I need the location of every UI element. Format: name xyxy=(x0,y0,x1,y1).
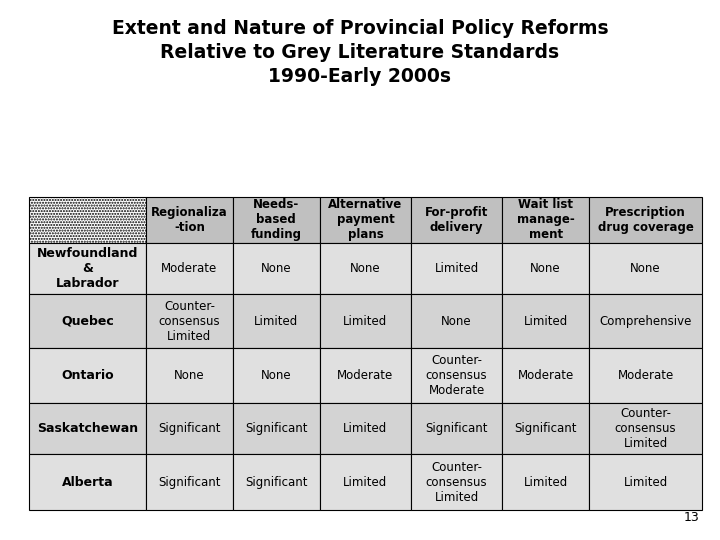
Text: Wait list
manage-
ment: Wait list manage- ment xyxy=(517,199,575,241)
Bar xyxy=(146,454,233,510)
Bar xyxy=(589,197,702,243)
Bar xyxy=(320,294,411,348)
Bar xyxy=(503,243,589,294)
Text: 13: 13 xyxy=(684,511,700,524)
Bar xyxy=(146,348,233,403)
Text: Prescription
drug coverage: Prescription drug coverage xyxy=(598,206,693,234)
Text: None: None xyxy=(531,262,561,275)
Bar xyxy=(29,197,146,243)
Text: Saskatchewan: Saskatchewan xyxy=(37,422,138,435)
Bar xyxy=(589,348,702,403)
Bar xyxy=(29,243,146,294)
Bar xyxy=(411,454,503,510)
Bar xyxy=(320,197,411,243)
Text: Quebec: Quebec xyxy=(61,315,114,328)
Text: Limited: Limited xyxy=(523,315,568,328)
Text: Limited: Limited xyxy=(624,476,667,489)
Bar xyxy=(146,294,233,348)
Bar xyxy=(233,197,320,243)
Text: Counter-
consensus
Moderate: Counter- consensus Moderate xyxy=(426,354,487,397)
Bar xyxy=(146,403,233,454)
Text: Significant: Significant xyxy=(245,476,307,489)
Bar xyxy=(29,454,146,510)
Text: Extent and Nature of Provincial Policy Reforms
Relative to Grey Literature Stand: Extent and Nature of Provincial Policy R… xyxy=(112,19,608,86)
Text: Limited: Limited xyxy=(343,422,387,435)
Text: None: None xyxy=(630,262,661,275)
Bar xyxy=(320,348,411,403)
Text: None: None xyxy=(261,369,292,382)
Text: Limited: Limited xyxy=(343,476,387,489)
Bar xyxy=(503,454,589,510)
Bar xyxy=(320,243,411,294)
Bar xyxy=(320,454,411,510)
Text: Limited: Limited xyxy=(434,262,479,275)
Bar xyxy=(589,294,702,348)
Bar xyxy=(411,403,503,454)
Bar xyxy=(146,243,233,294)
Text: None: None xyxy=(350,262,381,275)
Text: Moderate: Moderate xyxy=(518,369,574,382)
Text: Needs-
based
funding: Needs- based funding xyxy=(251,199,302,241)
Bar xyxy=(503,348,589,403)
Bar xyxy=(411,197,503,243)
Text: Significant: Significant xyxy=(245,422,307,435)
Text: None: None xyxy=(174,369,204,382)
Text: Significant: Significant xyxy=(158,476,221,489)
Bar xyxy=(320,403,411,454)
Text: Limited: Limited xyxy=(254,315,299,328)
Text: Counter-
consensus
Limited: Counter- consensus Limited xyxy=(615,407,676,450)
Text: Regionaliza
-tion: Regionaliza -tion xyxy=(151,206,228,234)
Text: For-profit
delivery: For-profit delivery xyxy=(425,206,488,234)
Bar xyxy=(233,294,320,348)
Text: Ontario: Ontario xyxy=(61,369,114,382)
Text: Moderate: Moderate xyxy=(337,369,394,382)
Text: Limited: Limited xyxy=(523,476,568,489)
Bar xyxy=(503,197,589,243)
Text: Alberta: Alberta xyxy=(62,476,113,489)
Bar xyxy=(411,294,503,348)
Text: Moderate: Moderate xyxy=(161,262,217,275)
Text: Alternative
payment
plans: Alternative payment plans xyxy=(328,199,402,241)
Text: Moderate: Moderate xyxy=(618,369,674,382)
Text: Significant: Significant xyxy=(158,422,221,435)
Text: Significant: Significant xyxy=(426,422,488,435)
Bar xyxy=(411,243,503,294)
Bar xyxy=(233,454,320,510)
Text: Comprehensive: Comprehensive xyxy=(599,315,692,328)
Text: Counter-
consensus
Limited: Counter- consensus Limited xyxy=(158,300,220,343)
Bar xyxy=(589,403,702,454)
Bar xyxy=(503,294,589,348)
Bar xyxy=(589,454,702,510)
Bar xyxy=(589,243,702,294)
Bar xyxy=(233,243,320,294)
Text: None: None xyxy=(261,262,292,275)
Bar xyxy=(29,348,146,403)
Text: None: None xyxy=(441,315,472,328)
Text: Significant: Significant xyxy=(514,422,577,435)
Bar xyxy=(503,403,589,454)
Text: Counter-
consensus
Limited: Counter- consensus Limited xyxy=(426,461,487,504)
Bar xyxy=(29,403,146,454)
Text: Limited: Limited xyxy=(343,315,387,328)
Bar xyxy=(233,403,320,454)
Text: Newfoundland
&
Labrador: Newfoundland & Labrador xyxy=(37,247,138,290)
Bar xyxy=(411,348,503,403)
Bar xyxy=(233,348,320,403)
Bar xyxy=(29,294,146,348)
Bar xyxy=(146,197,233,243)
